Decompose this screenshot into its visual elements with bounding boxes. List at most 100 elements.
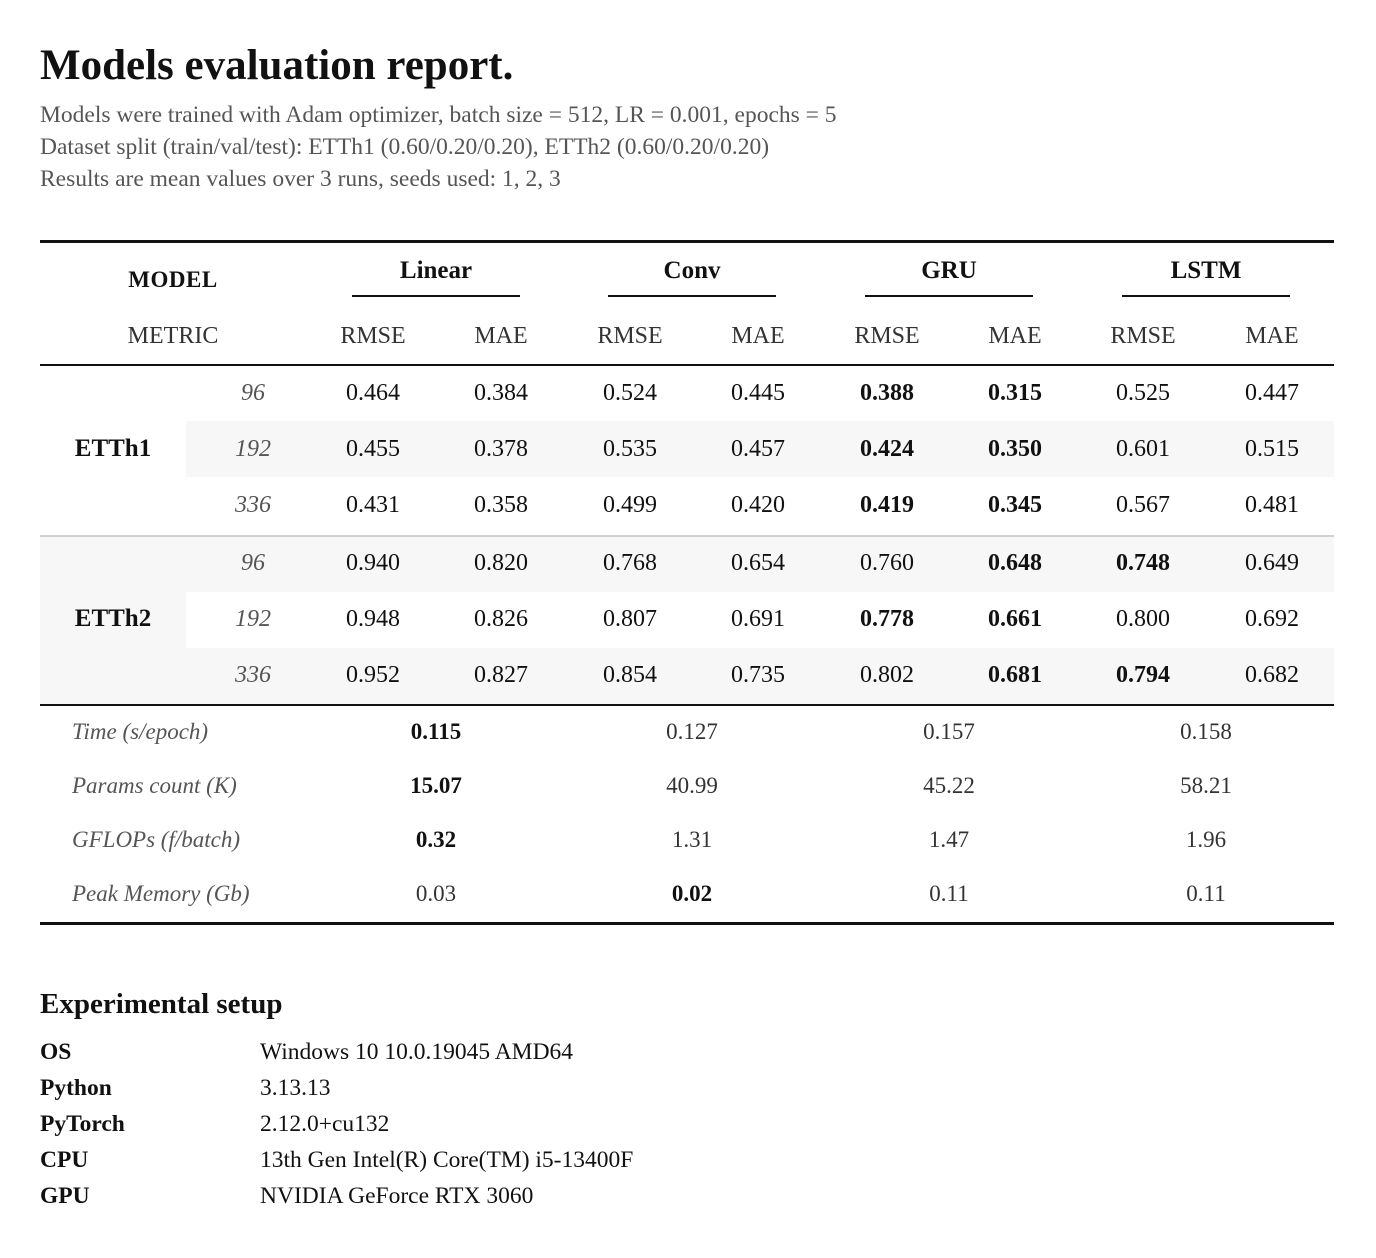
subtitle-runs: Results are mean values over 3 runs, see… <box>40 166 561 192</box>
perf-value: 1.31 <box>671 827 713 852</box>
value-cell: 0.481 <box>1245 492 1299 518</box>
model-underline <box>608 295 776 297</box>
group-divider <box>40 535 1334 537</box>
perf-value: 58.21 <box>1180 773 1232 798</box>
value-cell: 0.455 <box>346 436 400 462</box>
model-underline <box>1122 295 1290 297</box>
value-cell: 0.315 <box>988 380 1042 406</box>
value-cell: 0.681 <box>988 662 1042 688</box>
setup-value-pytorch: 2.12.0+cu132 <box>260 1111 390 1137</box>
subtitle-dataset-split: Dataset split (train/val/test): ETTh1 (0… <box>40 134 770 160</box>
horizon-label: 96 <box>241 550 265 576</box>
perf-value: 0.03 <box>415 881 457 906</box>
metric-header-rmse: RMSE <box>1110 323 1176 349</box>
metric-header-rmse: RMSE <box>597 323 663 349</box>
metric-header-mae: MAE <box>1245 323 1299 349</box>
setup-key-gpu: GPU <box>40 1183 90 1209</box>
model-header-lstm: LSTM <box>1170 257 1242 284</box>
value-cell: 0.350 <box>988 436 1042 462</box>
value-cell: 0.648 <box>988 550 1042 576</box>
model-underline <box>352 295 520 297</box>
value-cell: 0.358 <box>474 492 528 518</box>
setup-value-cpu: 13th Gen Intel(R) Core(TM) i5-13400F <box>260 1147 634 1173</box>
perf-value: 0.32 <box>415 827 457 852</box>
value-cell: 0.778 <box>860 606 914 632</box>
value-cell: 0.807 <box>603 606 657 632</box>
dataset-label-etth2: ETTh2 <box>74 605 152 632</box>
value-cell: 0.800 <box>1116 606 1170 632</box>
row-bg-white <box>186 592 1334 648</box>
value-cell: 0.952 <box>346 662 400 688</box>
value-cell: 0.802 <box>860 662 914 688</box>
value-cell: 0.940 <box>346 550 400 576</box>
perf-value: 45.22 <box>923 773 975 798</box>
horizon-label: 336 <box>235 662 271 688</box>
value-cell: 0.515 <box>1245 436 1299 462</box>
metric-header-mae: MAE <box>988 323 1042 349</box>
perf-rule <box>40 704 1334 706</box>
value-cell: 0.424 <box>860 436 914 462</box>
value-cell: 0.457 <box>731 436 785 462</box>
metric-header-mae: MAE <box>731 323 785 349</box>
subtitle-training: Models were trained with Adam optimizer,… <box>40 102 837 128</box>
value-cell: 0.388 <box>860 380 914 406</box>
bottom-rule <box>40 922 1334 925</box>
value-cell: 0.794 <box>1116 662 1170 688</box>
value-cell: 0.567 <box>1116 492 1170 518</box>
value-cell: 0.692 <box>1245 606 1299 632</box>
perf-value: 15.07 <box>410 773 462 798</box>
perf-value: 0.115 <box>410 719 462 744</box>
setup-value-gpu: NVIDIA GeForce RTX 3060 <box>260 1183 534 1209</box>
perf-value: 0.157 <box>923 719 975 744</box>
metric-header-rmse: RMSE <box>854 323 920 349</box>
value-cell: 0.948 <box>346 606 400 632</box>
row-bg <box>186 421 1334 477</box>
perf-value: 0.127 <box>666 719 718 744</box>
value-cell: 0.682 <box>1245 662 1299 688</box>
value-cell: 0.654 <box>731 550 785 576</box>
value-cell: 0.525 <box>1116 380 1170 406</box>
value-cell: 0.826 <box>474 606 528 632</box>
value-cell: 0.768 <box>603 550 657 576</box>
perf-label: Peak Memory (Gb) <box>72 881 250 906</box>
value-cell: 0.535 <box>603 436 657 462</box>
value-cell: 0.649 <box>1245 550 1299 576</box>
value-cell: 0.601 <box>1116 436 1170 462</box>
horizon-label: 96 <box>241 380 265 406</box>
model-header-gru: GRU <box>921 257 977 284</box>
setup-key-cpu: CPU <box>40 1147 89 1173</box>
model-header-linear: Linear <box>399 257 473 284</box>
metric-header-rmse: RMSE <box>340 323 406 349</box>
value-cell: 0.420 <box>731 492 785 518</box>
value-cell: 0.735 <box>731 662 785 688</box>
value-cell: 0.827 <box>474 662 528 688</box>
report-title: Models evaluation report. <box>40 42 514 89</box>
value-cell: 0.854 <box>603 662 657 688</box>
setup-key-python: Python <box>40 1075 112 1101</box>
perf-value: 1.96 <box>1185 827 1227 852</box>
setup-key-pytorch: PyTorch <box>40 1111 125 1137</box>
value-cell: 0.661 <box>988 606 1042 632</box>
value-cell: 0.378 <box>474 436 528 462</box>
value-cell: 0.447 <box>1245 380 1299 406</box>
dataset-label-etth1: ETTh1 <box>74 435 152 462</box>
top-rule <box>40 240 1334 243</box>
value-cell: 0.760 <box>860 550 914 576</box>
setup-title: Experimental setup <box>40 988 283 1020</box>
horizon-label: 336 <box>235 492 271 518</box>
perf-value: 0.11 <box>929 881 969 906</box>
model-header: MODEL <box>128 267 218 292</box>
header-rule <box>40 364 1334 366</box>
horizon-label: 192 <box>235 606 271 632</box>
setup-value-os: Windows 10 10.0.19045 AMD64 <box>260 1039 574 1065</box>
value-cell: 0.445 <box>731 380 785 406</box>
perf-label: Time (s/epoch) <box>72 719 209 744</box>
value-cell: 0.431 <box>346 492 400 518</box>
value-cell: 0.345 <box>988 492 1042 518</box>
setup-key-os: OS <box>40 1039 72 1065</box>
value-cell: 0.384 <box>474 380 528 406</box>
value-cell: 0.524 <box>603 380 657 406</box>
value-cell: 0.748 <box>1116 550 1170 576</box>
setup-value-python: 3.13.13 <box>260 1075 331 1101</box>
model-underline <box>865 295 1033 297</box>
